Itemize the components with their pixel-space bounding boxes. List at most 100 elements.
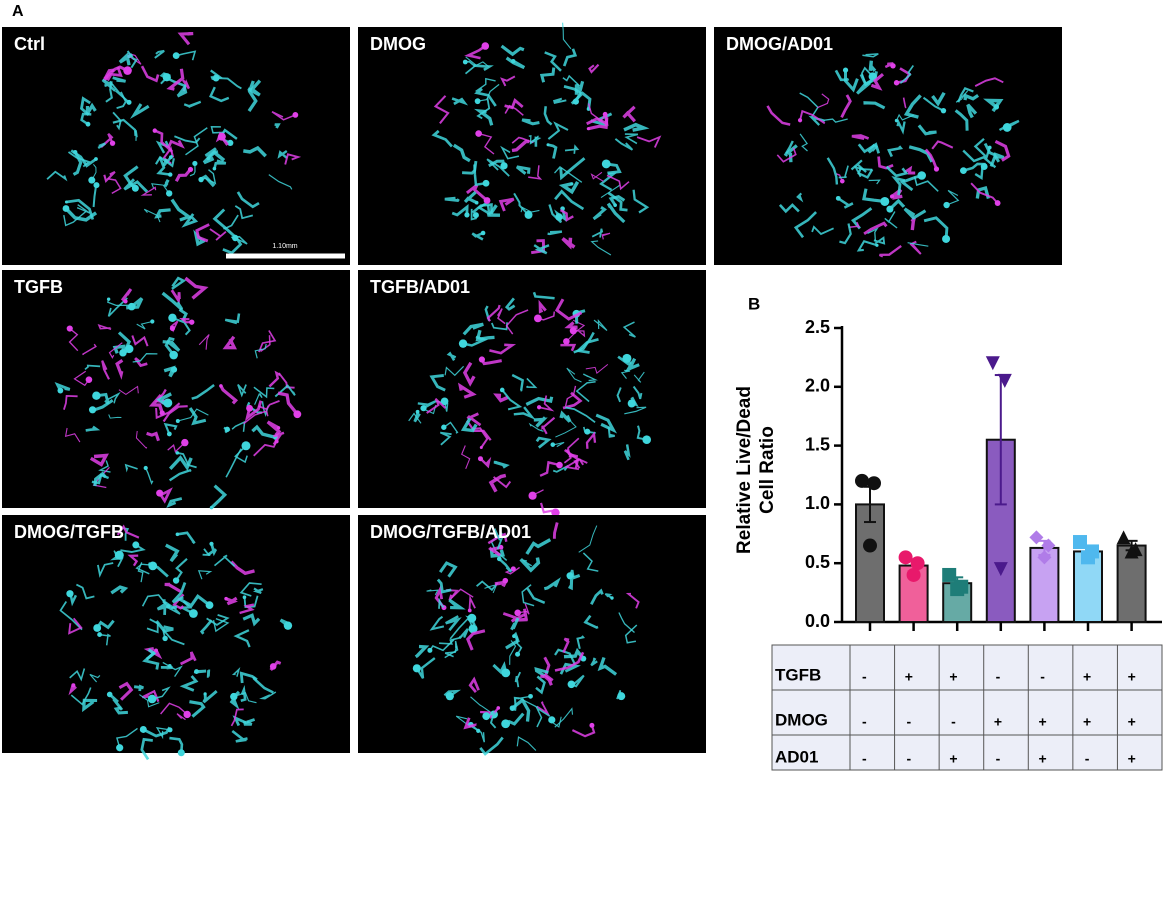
- stain-dot: [292, 111, 299, 118]
- stain: [516, 736, 537, 751]
- stain: [449, 616, 474, 640]
- stain: [868, 179, 881, 185]
- stain: [154, 208, 171, 219]
- stain: [623, 444, 631, 461]
- bar: [898, 564, 929, 623]
- stain: [443, 421, 459, 434]
- stain: [436, 578, 452, 594]
- stain: [534, 667, 549, 678]
- stain: [541, 416, 556, 435]
- stain: [834, 69, 850, 82]
- stain: [163, 365, 176, 378]
- stain-pattern: [766, 53, 1020, 258]
- stain: [174, 135, 201, 144]
- stain: [515, 165, 531, 175]
- stain: [224, 313, 241, 325]
- stain: [899, 65, 914, 84]
- stain-dot: [943, 201, 950, 209]
- stain-dot: [71, 683, 76, 688]
- stain: [202, 689, 218, 704]
- stain: [558, 181, 580, 195]
- stain-dot: [246, 404, 253, 412]
- stain-dot: [474, 200, 479, 205]
- stain-dot: [499, 387, 505, 393]
- stain: [605, 162, 622, 175]
- stain: [145, 467, 154, 485]
- table-cell: +: [1038, 714, 1046, 730]
- stain-dot: [1002, 123, 1012, 132]
- stain: [101, 78, 116, 92]
- stain: [446, 589, 459, 601]
- stain: [124, 463, 138, 473]
- stain: [465, 56, 490, 68]
- stain: [511, 139, 530, 153]
- data-point: [1073, 535, 1087, 550]
- stain: [514, 671, 522, 688]
- stain: [72, 151, 83, 176]
- stain-dot: [88, 406, 97, 414]
- stain-dot: [502, 577, 509, 584]
- stain: [97, 142, 106, 150]
- stain: [970, 182, 999, 204]
- stain-dot: [533, 314, 542, 323]
- table-cell: +: [1083, 714, 1091, 730]
- stain: [924, 148, 938, 170]
- stain: [131, 335, 149, 347]
- stain: [471, 203, 493, 214]
- stain-dot: [167, 727, 173, 733]
- stain-dot: [569, 327, 577, 335]
- stain: [489, 547, 506, 558]
- stain-dot: [276, 426, 281, 430]
- stain: [156, 601, 169, 615]
- stain: [444, 365, 465, 377]
- stain: [167, 139, 185, 149]
- stain-dot: [212, 166, 217, 171]
- stain: [161, 291, 184, 311]
- stain: [247, 80, 258, 113]
- stain: [554, 166, 583, 183]
- stain: [466, 420, 492, 441]
- image-label: Ctrl: [14, 34, 45, 54]
- stain: [106, 66, 123, 82]
- stain: [837, 197, 854, 209]
- stain: [268, 370, 281, 388]
- stain: [164, 582, 182, 594]
- stain: [109, 80, 130, 104]
- stain-dot: [441, 424, 447, 430]
- stain: [573, 331, 595, 354]
- stain-dot: [472, 212, 479, 219]
- stain: [564, 321, 578, 330]
- stain: [63, 210, 87, 227]
- stain-dot: [462, 59, 468, 65]
- stain: [164, 336, 175, 356]
- stain-dot: [162, 73, 171, 82]
- stain: [606, 174, 630, 191]
- stain: [811, 225, 834, 236]
- stain: [867, 227, 879, 242]
- stain: [632, 385, 643, 400]
- stain-dot: [168, 155, 173, 160]
- stain: [209, 86, 230, 103]
- stain-dot: [168, 313, 177, 322]
- stain: [486, 204, 501, 217]
- stain-dot: [835, 195, 841, 201]
- stain: [162, 599, 178, 610]
- stain-dot: [515, 651, 521, 657]
- stain-dot: [165, 190, 173, 197]
- table-bg: [771, 644, 1163, 771]
- data-point: [1037, 550, 1052, 565]
- stain: [513, 696, 520, 711]
- stain: [146, 618, 159, 634]
- stain-pattern: [408, 291, 652, 517]
- stain: [163, 422, 178, 435]
- stain-dot: [106, 691, 113, 698]
- stain: [258, 330, 277, 353]
- table-cell: +: [1128, 751, 1136, 767]
- stain-dot: [154, 648, 159, 653]
- stain: [487, 532, 508, 545]
- stain: [212, 208, 236, 238]
- stain-dot: [440, 397, 449, 406]
- stain-dot: [209, 505, 214, 510]
- stain: [80, 112, 92, 126]
- stain: [521, 118, 540, 126]
